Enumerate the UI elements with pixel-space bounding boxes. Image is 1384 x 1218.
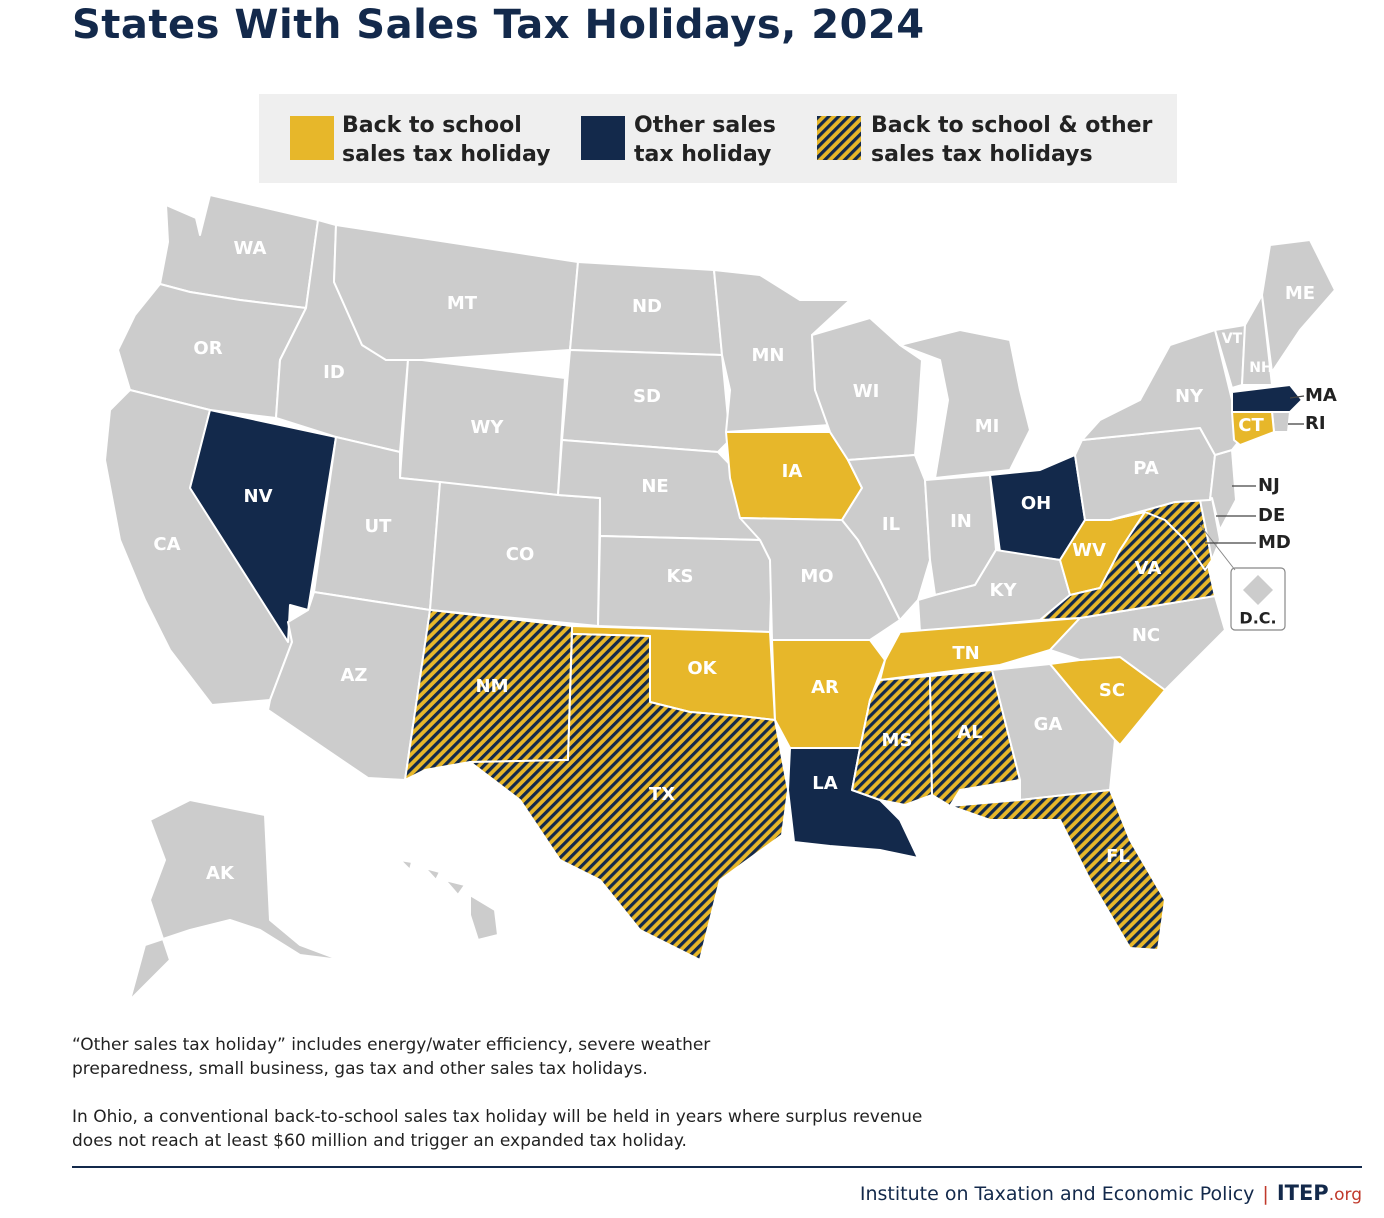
state-mi — [899, 329, 1031, 479]
label-vt: VT — [1222, 331, 1243, 347]
label-me: ME — [1285, 283, 1315, 304]
label-or: OR — [193, 338, 222, 359]
footnote-other-holiday: “Other sales tax holiday” includes energ… — [72, 1035, 711, 1079]
label-ct: CT — [1238, 415, 1264, 436]
label-va: VA — [1135, 558, 1162, 579]
label-ut: UT — [365, 516, 393, 537]
label-ne: NE — [641, 476, 668, 497]
us-map: D.C. WA OR CA NV ID MT WY UT AZ CO NM ND SD NE KS OK TX M… — [104, 194, 1337, 1001]
state-wi — [811, 317, 923, 461]
map-title: States With Sales Tax Holidays, 2024 — [72, 2, 925, 48]
label-oh: OH — [1021, 493, 1051, 514]
label-dc: D.C. — [1239, 609, 1276, 628]
label-ny: NY — [1175, 386, 1204, 407]
label-wy: WY — [471, 417, 505, 438]
label-nj: NJ — [1258, 475, 1280, 496]
label-la: LA — [812, 773, 837, 794]
legend: Back to school sales tax holiday Other sa… — [259, 94, 1177, 183]
label-wa: WA — [234, 238, 267, 259]
state-il — [841, 454, 931, 621]
label-ms: MS — [882, 730, 913, 751]
label-nv: NV — [244, 486, 273, 507]
legend-label: Back to school & other sales tax holidays — [871, 113, 1153, 167]
state-az — [267, 591, 431, 781]
label-de: DE — [1258, 505, 1285, 526]
label-tx: TX — [649, 784, 675, 805]
label-al: AL — [957, 722, 982, 743]
state-fl — [949, 789, 1166, 951]
label-pa: PA — [1133, 458, 1159, 479]
itep-logo: ITEP — [1276, 1181, 1329, 1205]
label-ia: IA — [782, 461, 803, 482]
state-ct — [1231, 411, 1275, 446]
label-md: MD — [1258, 532, 1291, 553]
footer-org-name: Institute on Taxation and Economic Polic… — [859, 1183, 1255, 1205]
label-tn: TN — [952, 643, 979, 664]
label-mi: MI — [975, 416, 1000, 437]
footer: Institute on Taxation and Economic Polic… — [860, 1181, 1362, 1205]
label-in: IN — [950, 511, 972, 532]
label-mo: MO — [800, 566, 833, 587]
dc-inset: D.C. — [1199, 524, 1286, 631]
state-ma — [1231, 384, 1303, 413]
state-me — [1261, 239, 1336, 373]
state-hi — [399, 859, 499, 941]
label-wv: WV — [1072, 540, 1106, 561]
label-ri: RI — [1305, 413, 1326, 434]
legend-label: Other sales tax holiday — [634, 113, 776, 167]
label-ar: AR — [811, 677, 839, 698]
label-co: CO — [506, 544, 535, 565]
label-nh: NH — [1249, 360, 1272, 376]
label-hi: HI — [439, 914, 461, 935]
label-nc: NC — [1132, 625, 1160, 646]
itep-logo-suffix: .org — [1328, 1185, 1362, 1205]
label-ks: KS — [667, 566, 694, 587]
label-mt: MT — [447, 293, 478, 314]
legend-swatch-gold — [290, 116, 334, 160]
footnote-ohio: In Ohio, a conventional back-to-school s… — [72, 1107, 923, 1151]
state-tx — [469, 633, 789, 961]
legend-swatch-hatched — [817, 116, 861, 160]
label-ky: KY — [990, 580, 1018, 601]
label-ca: CA — [153, 534, 180, 555]
footer-divider — [72, 1166, 1362, 1168]
label-il: IL — [882, 514, 900, 535]
label-sd: SD — [633, 386, 661, 407]
label-ok: OK — [687, 658, 717, 679]
legend-swatch-navy — [581, 116, 625, 160]
legend-label: Back to school sales tax holiday — [342, 113, 551, 167]
label-mn: MN — [752, 345, 785, 366]
label-ma: MA — [1305, 385, 1337, 406]
label-ga: GA — [1034, 714, 1063, 735]
footer-separator: | — [1262, 1183, 1269, 1205]
label-sc: SC — [1099, 680, 1125, 701]
state-sd — [561, 349, 731, 453]
label-nm: NM — [476, 676, 509, 697]
label-wi: WI — [853, 381, 880, 402]
label-fl: FL — [1106, 846, 1130, 867]
label-id: ID — [323, 362, 345, 383]
state-ak — [129, 799, 341, 1001]
label-ak: AK — [206, 863, 235, 884]
label-az: AZ — [341, 665, 368, 686]
label-nd: ND — [632, 296, 662, 317]
